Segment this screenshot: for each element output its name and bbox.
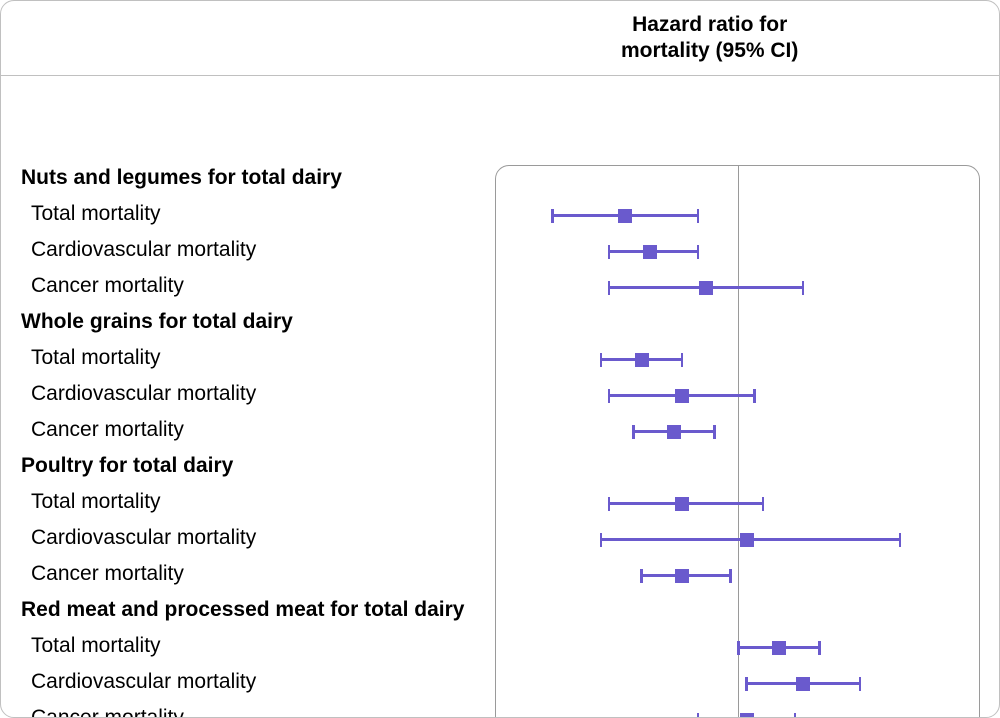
ci-cap-high bbox=[697, 245, 700, 259]
ci-cap-low bbox=[608, 281, 611, 295]
plot-area bbox=[495, 165, 980, 718]
ci-cap-high bbox=[729, 569, 732, 583]
item-label: Cancer mortality bbox=[21, 274, 184, 298]
point-marker bbox=[699, 281, 713, 295]
item-label: Total mortality bbox=[21, 490, 161, 514]
ci-cap-high bbox=[794, 713, 797, 718]
item-label: Cardiovascular mortality bbox=[21, 526, 256, 550]
chart-header: Hazard ratio for mortality (95% CI) bbox=[1, 1, 999, 76]
point-marker bbox=[675, 389, 689, 403]
ci-cap-low bbox=[632, 425, 635, 439]
forest-plot-container: Hazard ratio for mortality (95% CI) Nuts… bbox=[0, 0, 1000, 718]
group-label: Red meat and processed meat for total da… bbox=[21, 598, 464, 622]
ci-cap-high bbox=[818, 641, 821, 655]
ci-cap-low bbox=[600, 533, 603, 547]
ci-cap-low bbox=[551, 209, 554, 223]
ci-cap-high bbox=[713, 425, 716, 439]
ci-cap-high bbox=[859, 677, 862, 691]
group-label: Nuts and legumes for total dairy bbox=[21, 166, 342, 190]
point-marker bbox=[740, 713, 754, 718]
ci-cap-high bbox=[697, 209, 700, 223]
point-marker bbox=[772, 641, 786, 655]
point-marker bbox=[635, 353, 649, 367]
group-label: Whole grains for total dairy bbox=[21, 310, 293, 334]
ci-cap-low bbox=[737, 641, 740, 655]
reference-line bbox=[738, 166, 740, 718]
item-label: Total mortality bbox=[21, 202, 161, 226]
group-label: Poultry for total dairy bbox=[21, 454, 233, 478]
item-label: Cardiovascular mortality bbox=[21, 382, 256, 406]
ci-cap-low bbox=[608, 245, 611, 259]
ci-cap-low bbox=[600, 353, 603, 367]
point-marker bbox=[618, 209, 632, 223]
point-marker bbox=[675, 569, 689, 583]
item-label: Total mortality bbox=[21, 634, 161, 658]
point-marker bbox=[796, 677, 810, 691]
ci-cap-low bbox=[745, 677, 748, 691]
item-label: Cancer mortality bbox=[21, 706, 184, 718]
item-label: Cardiovascular mortality bbox=[21, 238, 256, 262]
ci-cap-high bbox=[681, 353, 684, 367]
ci-cap-high bbox=[802, 281, 805, 295]
point-marker bbox=[667, 425, 681, 439]
chart-title: Hazard ratio for mortality (95% CI) bbox=[621, 12, 798, 65]
item-label: Cardiovascular mortality bbox=[21, 670, 256, 694]
ci-cap-high bbox=[762, 497, 765, 511]
point-marker bbox=[740, 533, 754, 547]
ci-cap-high bbox=[753, 389, 756, 403]
ci-cap-low bbox=[640, 569, 643, 583]
point-marker bbox=[643, 245, 657, 259]
ci-cap-low bbox=[608, 389, 611, 403]
ci-cap-low bbox=[697, 713, 700, 718]
item-label: Cancer mortality bbox=[21, 418, 184, 442]
ci-cap-low bbox=[608, 497, 611, 511]
point-marker bbox=[675, 497, 689, 511]
item-label: Total mortality bbox=[21, 346, 161, 370]
item-label: Cancer mortality bbox=[21, 562, 184, 586]
ci-cap-high bbox=[899, 533, 902, 547]
